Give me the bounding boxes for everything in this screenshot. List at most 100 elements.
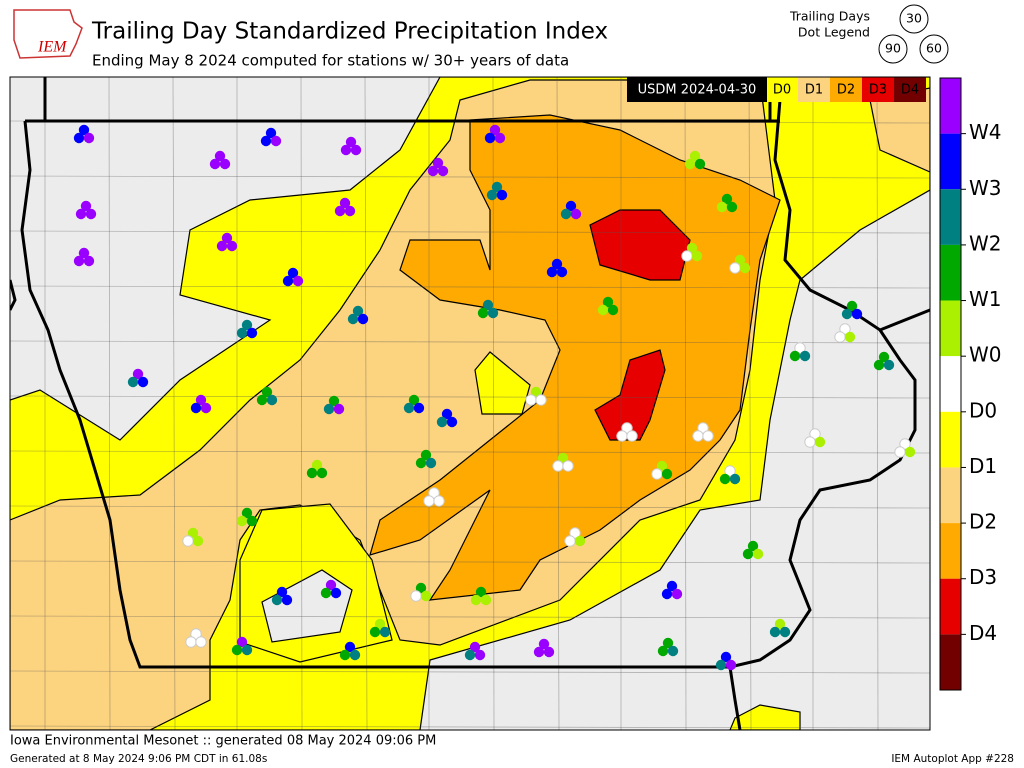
- legend-day: 30: [906, 11, 922, 26]
- station-dot: [752, 548, 764, 560]
- station-dot: [564, 535, 576, 547]
- station-dot: [667, 645, 679, 657]
- station-dot: [477, 307, 489, 319]
- station-dot: [187, 527, 199, 539]
- station-dot: [127, 376, 139, 388]
- usdm-category: D3: [869, 83, 887, 98]
- station-dot: [446, 416, 458, 428]
- county-line: [10, 560, 930, 564]
- station-dot: [538, 638, 550, 650]
- station-dot: [657, 645, 669, 657]
- station-dot: [420, 590, 432, 602]
- station-dot: [432, 157, 444, 169]
- station-dot: [474, 649, 486, 661]
- station-dot: [200, 402, 212, 414]
- county-line: [364, 77, 368, 730]
- station-dot: [410, 590, 422, 602]
- station-dot: [423, 495, 435, 507]
- station-dot: [724, 465, 736, 477]
- station-dot: [692, 430, 704, 442]
- station-dot: [716, 201, 728, 213]
- station-dot: [697, 422, 709, 434]
- colorbar-label: D1: [969, 454, 997, 478]
- station-dot: [794, 342, 806, 354]
- station-dot: [369, 626, 381, 638]
- station-dot: [221, 232, 233, 244]
- station-dot: [621, 422, 633, 434]
- station-dot: [883, 359, 895, 371]
- county-line: [10, 230, 930, 234]
- station-dot: [899, 438, 911, 450]
- county-line: [10, 175, 930, 179]
- station-dot: [344, 205, 356, 217]
- station-dot: [626, 430, 638, 442]
- station-dot: [261, 386, 273, 398]
- footer-left: Iowa Environmental Mesonet :: generated …: [10, 734, 436, 749]
- county-line: [748, 77, 752, 730]
- station-dot: [349, 649, 361, 661]
- station-dot: [441, 408, 453, 420]
- subtitle: Ending May 8 2024 computed for stations …: [92, 52, 569, 70]
- logo: IEM: [13, 9, 83, 59]
- station-dot: [729, 473, 741, 485]
- station-dot: [73, 255, 85, 267]
- station-dot: [569, 527, 581, 539]
- station-dot: [702, 430, 714, 442]
- station-dot: [570, 208, 582, 220]
- station-dot: [403, 402, 415, 414]
- map-frame: [9, 76, 931, 731]
- station-dot: [436, 416, 448, 428]
- colorbar: W4 W3 W2 W1 W0 D0 D1 D2 D3 D4: [939, 77, 1002, 691]
- dot-legend-title: Trailing Days: [789, 9, 870, 24]
- colorbar-segment: [940, 300, 961, 357]
- station-dot: [666, 580, 678, 592]
- station-dot: [725, 659, 737, 671]
- legend-dot: [899, 4, 929, 34]
- station-dot: [281, 594, 293, 606]
- colorbar-label: W0: [969, 343, 1002, 367]
- station-dot: [686, 242, 698, 254]
- station-dot: [132, 368, 144, 380]
- station-dot: [195, 636, 207, 648]
- usdm-category: D2: [837, 83, 855, 98]
- station-dot: [484, 132, 496, 144]
- station-dot: [715, 659, 727, 671]
- station-dot: [345, 136, 357, 148]
- station-dot: [339, 197, 351, 209]
- map: USDM 2024-04-30 D0 D1 D2 D3 D4: [10, 77, 930, 730]
- colorbar-label: W1: [969, 287, 1002, 311]
- colorbar-segment: [940, 189, 961, 245]
- station-dot: [734, 254, 746, 266]
- usdm-category: D1: [805, 83, 823, 98]
- station-dot: [334, 205, 346, 217]
- station-dot: [236, 515, 248, 527]
- station-dot: [742, 548, 754, 560]
- station-dot: [616, 430, 628, 442]
- station-dot: [496, 189, 508, 201]
- dot-legend-title: Dot Legend: [798, 25, 870, 40]
- station-dot: [265, 127, 277, 139]
- colorbar-segment: [940, 411, 961, 468]
- station-dot: [779, 626, 791, 638]
- station-dot: [241, 507, 253, 519]
- station-dot: [374, 618, 386, 630]
- colorbar-segment: [940, 356, 961, 412]
- usdm-category: D0: [773, 83, 791, 98]
- county-line: [10, 725, 930, 729]
- station-dot: [195, 394, 207, 406]
- station-dot: [209, 158, 221, 170]
- station-dot: [556, 266, 568, 278]
- station-dot: [415, 457, 427, 469]
- station-dot: [602, 296, 614, 308]
- footer-sub: Generated at 8 May 2024 9:06 PM CDT in 6…: [10, 753, 267, 765]
- colorbar-label: D2: [969, 510, 997, 534]
- colorbar-segment: [940, 78, 961, 134]
- station-dot: [839, 323, 851, 335]
- station-dot: [494, 132, 506, 144]
- station-dot: [834, 331, 846, 343]
- station-dot: [73, 132, 85, 144]
- station-dot: [894, 446, 906, 458]
- station-dot: [320, 587, 332, 599]
- station-dot: [671, 588, 683, 600]
- station-dot: [256, 394, 268, 406]
